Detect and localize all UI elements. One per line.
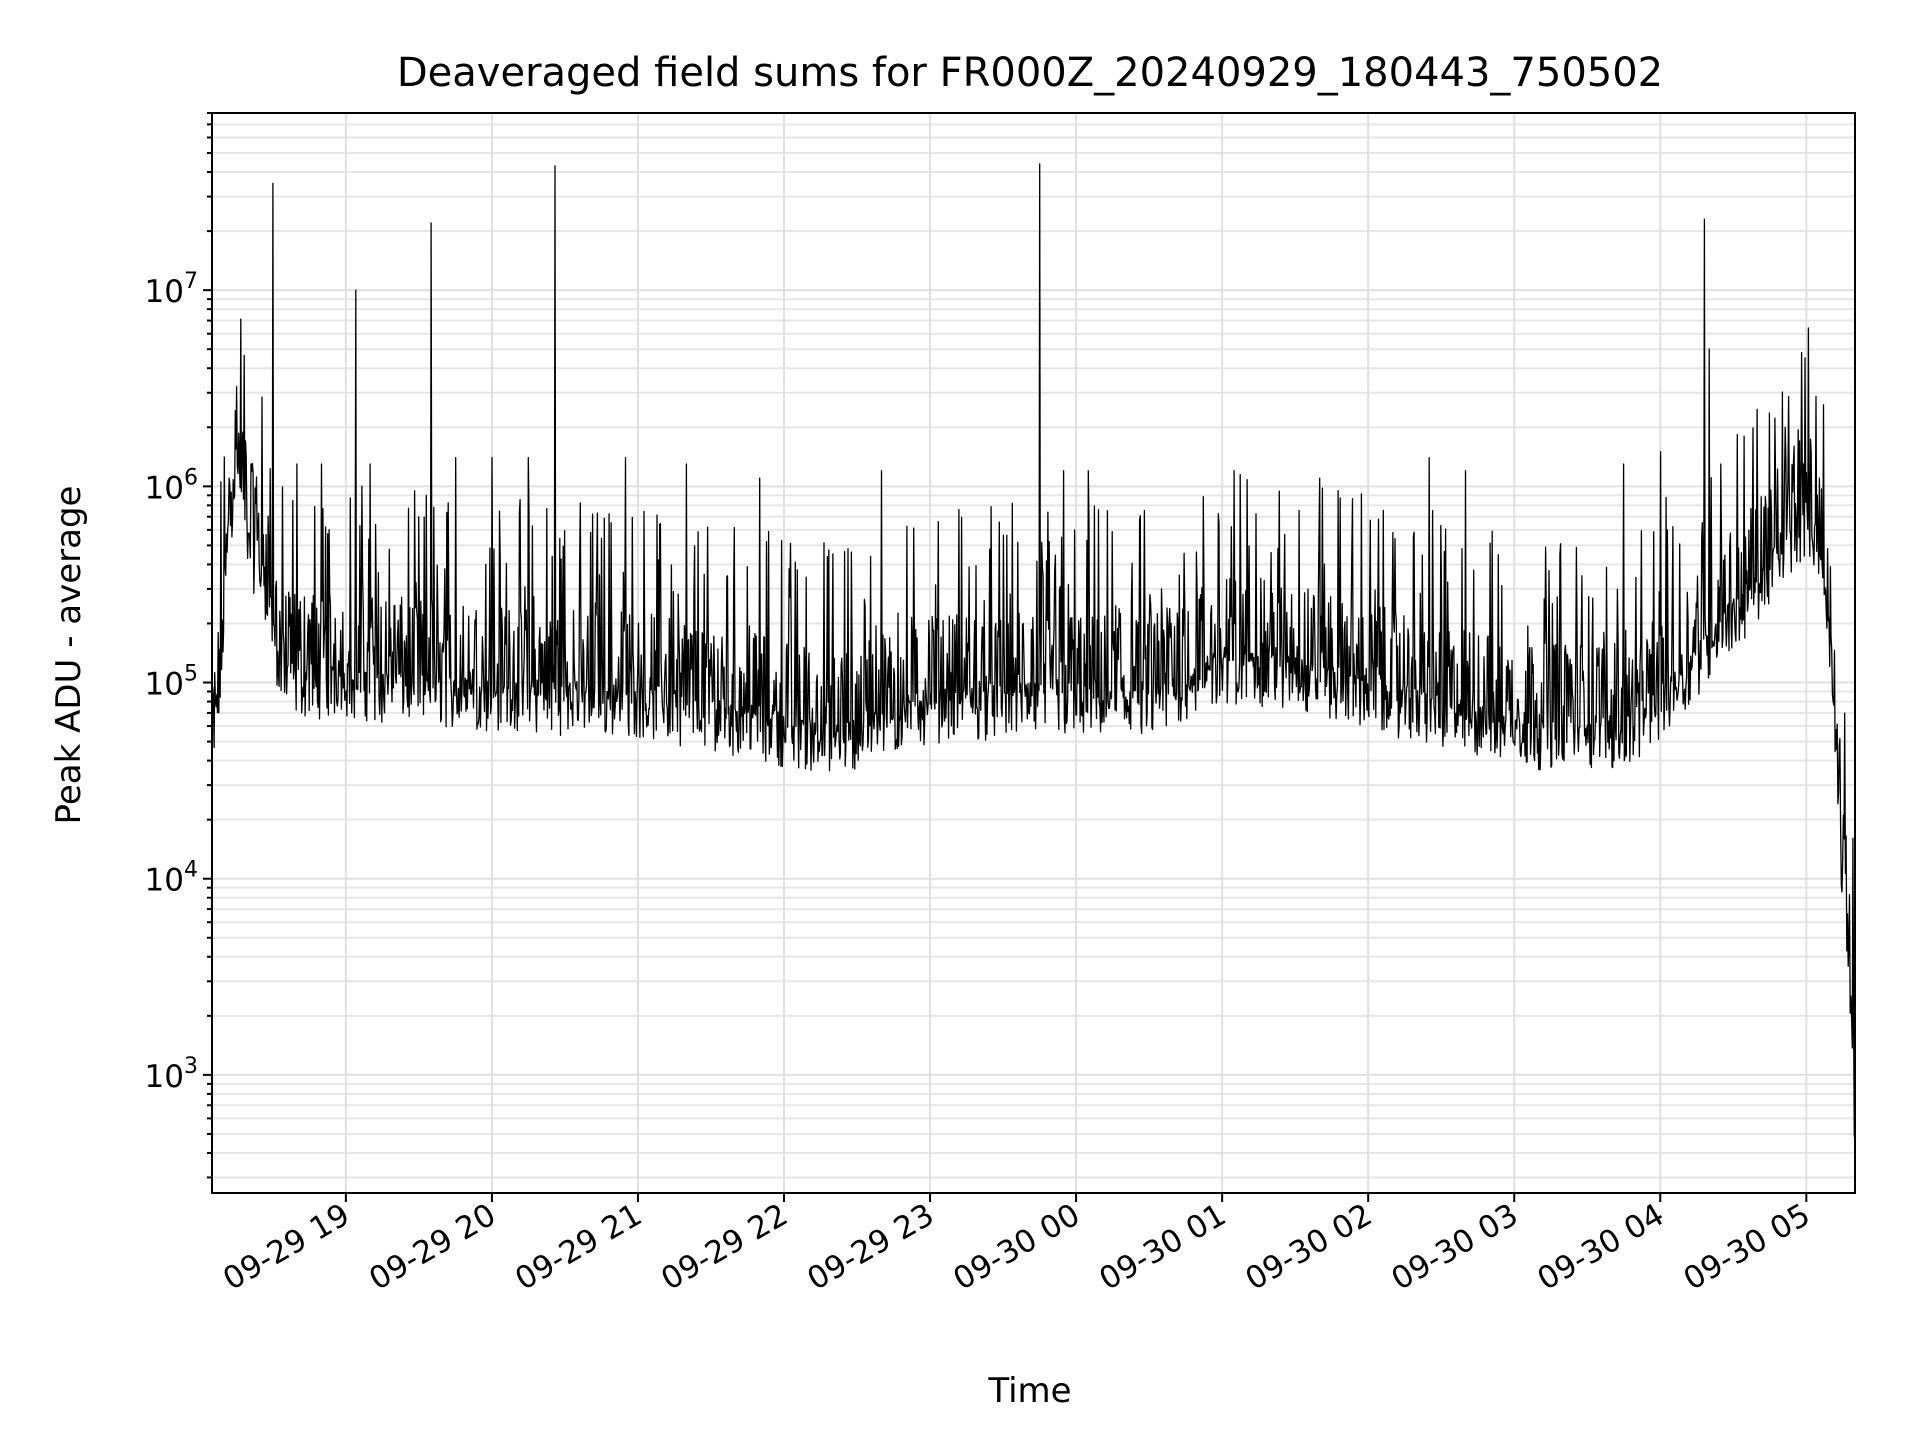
y-tick-base: 10 (145, 863, 184, 899)
y-axis-label: Peak ADU - average (49, 486, 89, 825)
y-tick-exponent: 7 (184, 269, 198, 294)
y-tick-base: 10 (145, 274, 184, 310)
y-tick-exponent: 4 (184, 858, 198, 883)
y-tick-base: 10 (145, 470, 184, 506)
plot-frame (211, 112, 1856, 1194)
chart-title: Deaveraged field sums for FR000Z_2024092… (397, 50, 1663, 96)
y-tick-label: 104 (145, 858, 198, 899)
grid (212, 112, 1855, 1193)
y-tick-base: 10 (145, 1059, 184, 1095)
x-axis-label: Time (987, 1371, 1071, 1411)
y-tick-label: 107 (145, 269, 198, 310)
y-tick-label: 103 (145, 1054, 198, 1095)
series-line (211, 163, 1856, 1143)
y-tick-label: 105 (145, 662, 198, 703)
y-tick-base: 10 (145, 667, 184, 703)
y-tick-exponent: 3 (184, 1054, 198, 1079)
y-tick-exponent: 5 (184, 662, 198, 687)
y-tick-label: 106 (145, 465, 198, 506)
y-tick-exponent: 6 (184, 465, 198, 490)
